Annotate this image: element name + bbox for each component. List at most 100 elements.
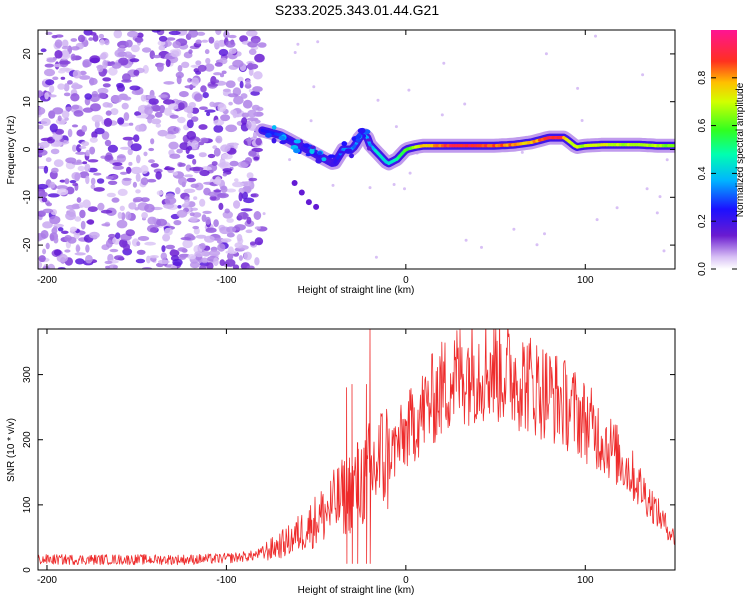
noise-blob xyxy=(227,93,239,98)
spectrogram-marks xyxy=(38,30,675,269)
ridge-blob xyxy=(366,146,372,151)
noise-blob xyxy=(158,45,166,51)
noise-blob xyxy=(128,122,134,126)
noise-blob xyxy=(183,174,194,178)
y-tick-label: 20 xyxy=(22,48,33,60)
noise-blob xyxy=(250,90,260,96)
noise-blob xyxy=(234,224,246,231)
noise-blob xyxy=(49,215,61,225)
noise-blob xyxy=(191,77,200,86)
noise-blob xyxy=(136,115,148,119)
noise-blob xyxy=(125,39,133,48)
noise-blob xyxy=(57,83,66,90)
tail-blob xyxy=(305,199,312,206)
noise-blob xyxy=(222,88,231,93)
noise-blob xyxy=(123,112,130,121)
noise-blob xyxy=(52,226,58,230)
noise-blob xyxy=(45,242,50,250)
noise-blob xyxy=(195,39,202,45)
noise-blob xyxy=(76,144,82,153)
noise-blob xyxy=(97,202,105,211)
colorbar: 0.0 0.2 0.4 0.6 0.8 Normalized spectral ampl… xyxy=(697,30,746,276)
ridge-blob xyxy=(271,137,277,144)
noise-blob xyxy=(133,198,142,203)
noise-blob xyxy=(192,212,202,218)
noise-blob xyxy=(194,93,203,102)
noise-blob xyxy=(179,91,189,98)
noise-blob xyxy=(204,109,216,113)
noise-blob xyxy=(143,151,148,157)
noise-blob xyxy=(141,212,149,219)
noise-blob xyxy=(183,107,193,113)
noise-blob xyxy=(144,106,154,115)
noise-blob xyxy=(71,104,80,110)
noise-blob xyxy=(240,208,253,212)
noise-blob xyxy=(51,167,59,174)
noise-blob xyxy=(65,157,77,164)
noise-blob xyxy=(187,145,192,151)
noise-blob xyxy=(135,258,146,264)
x-tick-label: 100 xyxy=(577,575,594,586)
noise-blob xyxy=(128,161,133,166)
ridge-blob xyxy=(341,141,348,147)
noise-dot xyxy=(580,119,584,122)
noise-blob xyxy=(56,188,69,196)
noise-blob xyxy=(64,178,70,185)
noise-blob xyxy=(191,207,198,211)
noise-blob xyxy=(225,80,236,88)
noise-dot xyxy=(543,232,546,236)
noise-blob xyxy=(130,143,142,152)
noise-blob xyxy=(120,146,131,150)
colorbar-ticks: 0.0 0.2 0.4 0.6 0.8 xyxy=(697,70,737,276)
noise-blob xyxy=(44,92,49,100)
noise-blob xyxy=(204,49,210,55)
noise-blob xyxy=(104,139,112,147)
noise-blob xyxy=(49,85,55,93)
colorbar-label: Normalized spectral amplitude xyxy=(735,82,746,217)
noise-blob xyxy=(252,38,261,43)
noise-dot xyxy=(615,206,619,210)
noise-blob xyxy=(242,99,253,109)
noise-blob xyxy=(170,249,177,254)
noise-blob xyxy=(224,208,230,214)
noise-blob xyxy=(117,117,125,125)
noise-blob xyxy=(251,120,257,130)
noise-blob xyxy=(100,209,113,214)
noise-blob xyxy=(213,189,222,193)
noise-dot xyxy=(392,183,396,186)
ridge-blob xyxy=(315,157,323,164)
noise-blob xyxy=(189,212,195,217)
tail-blob xyxy=(298,189,305,196)
noise-blob xyxy=(46,202,52,207)
noise-blob xyxy=(168,103,179,110)
ridge-blob xyxy=(303,143,310,148)
noise-blob xyxy=(47,193,60,198)
noise-blob xyxy=(199,242,206,250)
colorbar-tick-label: 0.0 xyxy=(697,262,708,276)
noise-blob xyxy=(88,231,100,239)
colorbar-tick-label: 0.2 xyxy=(697,214,708,228)
ridge-blob xyxy=(328,154,336,158)
noise-blob xyxy=(90,177,96,186)
noise-blob xyxy=(217,243,226,252)
noise-dot xyxy=(407,88,411,92)
noise-blob xyxy=(105,265,110,269)
noise-blob xyxy=(63,92,71,97)
y-tick-label: 200 xyxy=(22,431,33,448)
noise-blob xyxy=(121,102,129,110)
noise-blob xyxy=(249,241,256,246)
noise-blob xyxy=(87,206,98,213)
noise-blob xyxy=(82,107,94,113)
noise-blob xyxy=(226,218,234,223)
noise-blob xyxy=(67,209,76,217)
noise-blob xyxy=(254,53,265,63)
colorbar-tick-label: 0.8 xyxy=(697,70,708,84)
noise-blob xyxy=(94,127,105,135)
noise-blob xyxy=(49,123,58,133)
noise-blob xyxy=(254,257,260,266)
noise-blob xyxy=(70,53,76,61)
noise-blob xyxy=(152,54,162,59)
noise-blob xyxy=(54,50,63,59)
noise-blob xyxy=(141,47,152,53)
noise-blob xyxy=(227,252,234,260)
